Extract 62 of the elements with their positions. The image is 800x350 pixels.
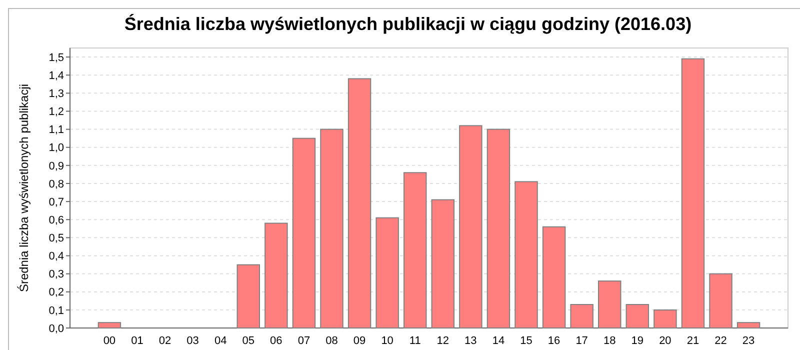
x-tick-label: 20 [659,335,672,347]
bar [236,264,260,328]
bar [98,322,122,328]
bar [542,226,566,328]
x-tick-label: 00 [103,335,116,347]
y-tick-label: 0,1 [48,304,64,317]
x-tick-label: 23 [742,335,755,347]
y-tick-label: 0,8 [48,178,64,190]
y-tick-label: 1,5 [48,52,64,64]
x-tick-label: 03 [186,335,199,347]
x-tick-label: 22 [714,335,727,347]
y-tick-label: 1,2 [48,106,64,118]
x-tick-label: 01 [131,335,144,347]
y-tick-label: 0,7 [48,196,64,208]
y-tick-label: 1,3 [48,88,64,100]
y-tick-label: 1,4 [48,70,64,82]
x-tick-label: 09 [353,335,366,347]
x-tick-label: 05 [242,335,255,347]
y-tick-label: 0,4 [48,250,64,263]
bar [292,138,316,328]
x-tick-label: 07 [298,335,310,347]
bar [431,199,455,328]
x-tick-label: 18 [603,335,616,347]
x-tick-label: 12 [436,335,450,347]
y-tick-label: 0,3 [48,268,64,281]
x-tick-label: 21 [686,335,700,347]
bar [736,322,760,328]
bar [264,222,288,328]
x-tick-label: 04 [214,335,227,347]
bar [320,128,344,328]
x-tick-label: 14 [492,335,505,347]
bar [626,304,650,328]
bar [376,217,399,328]
x-tick-label: 15 [520,335,532,347]
bar [709,273,732,328]
x-tick-label: 02 [158,335,172,347]
x-tick-label: 10 [381,335,394,347]
y-tick-label: 1,0 [48,142,64,154]
x-tick-label: 17 [576,335,588,347]
bar [654,309,677,328]
y-axis-title: Średnia liczba wyświetlonych publikacji [17,84,31,292]
x-tick-label: 06 [270,335,282,347]
bar [514,181,538,328]
bar [403,172,427,328]
y-tick-label: 0,2 [48,286,64,299]
y-tick-label: 1,1 [48,124,64,136]
bar [486,128,510,328]
bar [570,304,594,328]
bar [681,58,705,328]
x-tick-label: 16 [548,335,560,347]
x-tick-label: 19 [631,335,644,347]
bar [459,125,482,328]
y-tick-label: 0,6 [48,214,64,226]
x-tick-label: 13 [464,335,477,347]
y-tick-label: 0,0 [48,322,64,335]
bar [348,78,372,328]
y-tick-label: 0,5 [48,232,64,245]
bar [598,280,622,328]
chart-title: Średnia liczba wyświetlonych publikacji w ciągu godziny (2016.03) [124,14,692,34]
y-tick-label: 0,9 [48,160,64,172]
x-tick-label: 08 [326,335,338,347]
x-tick-label: 11 [409,335,421,347]
